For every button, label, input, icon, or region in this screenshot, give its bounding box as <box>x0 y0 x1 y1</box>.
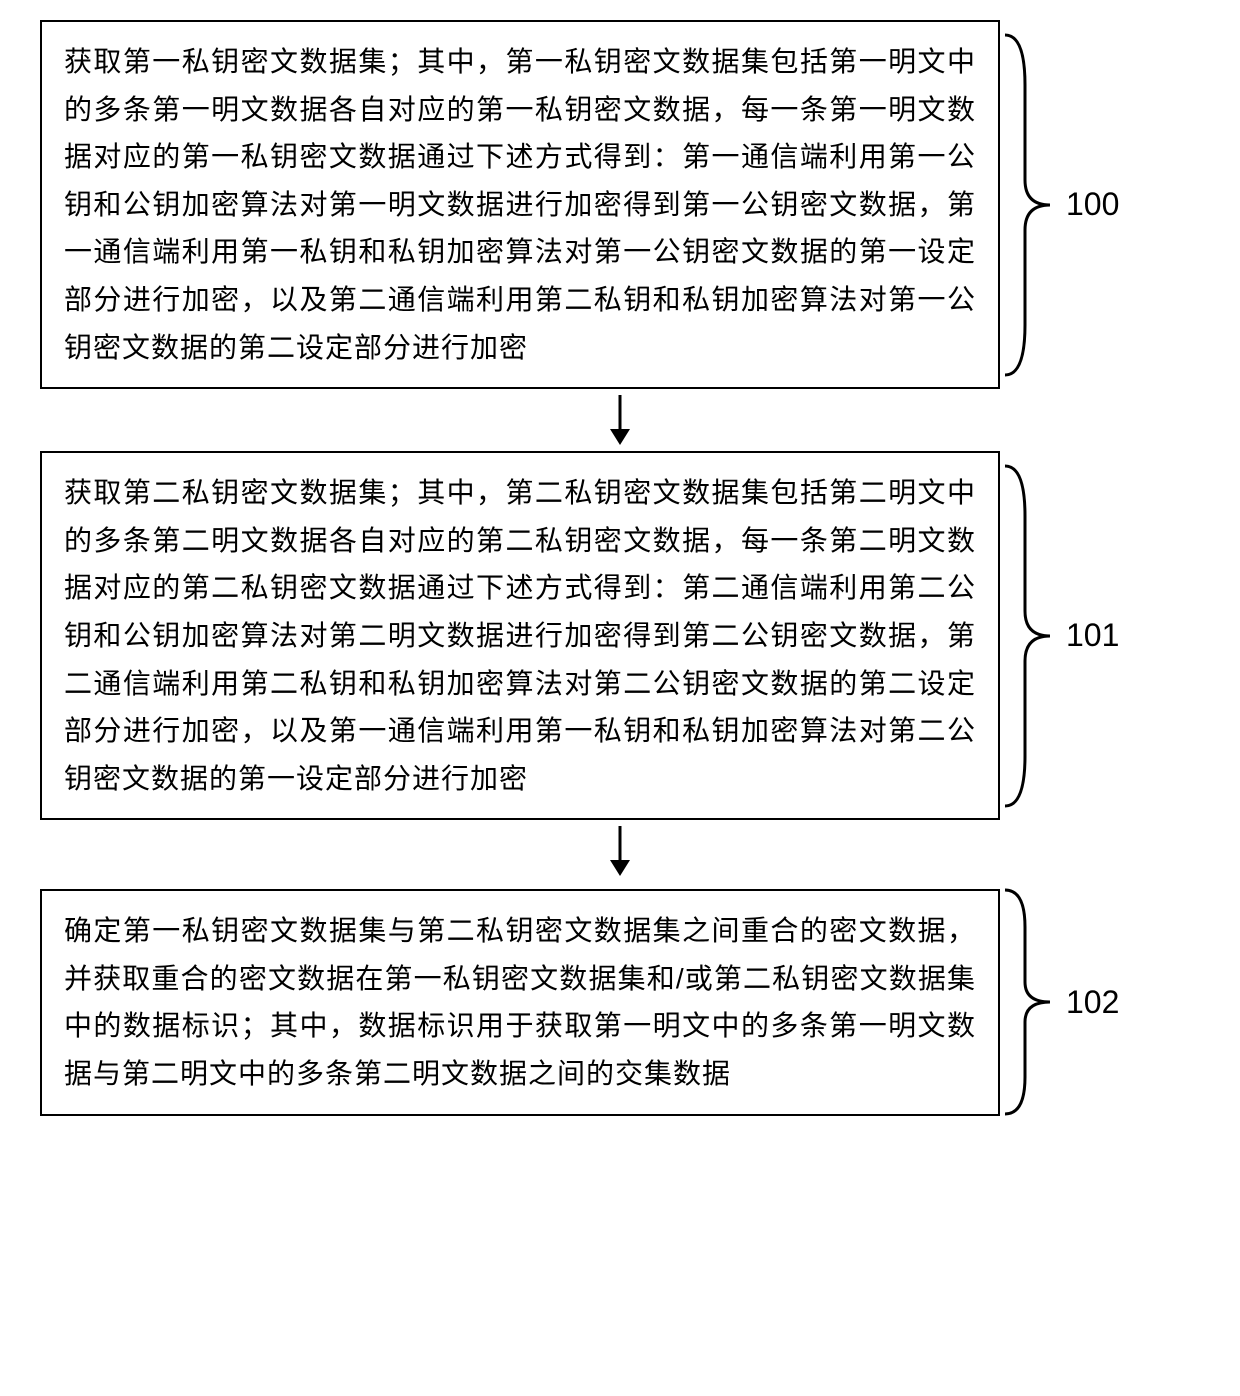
bracket-icon <box>1000 456 1060 816</box>
arrow <box>140 395 1100 445</box>
arrow-down-icon <box>600 826 640 876</box>
step-text: 获取第一私钥密文数据集；其中，第一私钥密文数据集包括第一明文中的多条第一明文数据… <box>64 46 976 363</box>
step-box: 获取第一私钥密文数据集；其中，第一私钥密文数据集包括第一明文中的多条第一明文数据… <box>40 20 1000 389</box>
step-id: 101 <box>1060 617 1119 654</box>
step-text: 获取第二私钥密文数据集；其中，第二私钥密文数据集包括第二明文中的多条第二明文数据… <box>64 477 976 794</box>
flowchart: 获取第一私钥密文数据集；其中，第一私钥密文数据集包括第一明文中的多条第一明文数据… <box>0 0 1240 1142</box>
flow-step-101: 获取第二私钥密文数据集；其中，第二私钥密文数据集包括第二明文中的多条第二明文数据… <box>40 451 1200 820</box>
arrow-down-icon <box>600 395 640 445</box>
step-id: 100 <box>1060 186 1119 223</box>
bracket-icon <box>1000 25 1060 385</box>
step-box: 获取第二私钥密文数据集；其中，第二私钥密文数据集包括第二明文中的多条第二明文数据… <box>40 451 1000 820</box>
step-label-wrap: 102 <box>1000 882 1119 1122</box>
step-box: 确定第一私钥密文数据集与第二私钥密文数据集之间重合的密文数据，并获取重合的密文数… <box>40 889 1000 1115</box>
arrow <box>140 826 1100 876</box>
step-text: 确定第一私钥密文数据集与第二私钥密文数据集之间重合的密文数据，并获取重合的密文数… <box>64 915 976 1089</box>
bracket-icon <box>1000 882 1060 1122</box>
step-id: 102 <box>1060 984 1119 1021</box>
step-label-wrap: 101 <box>1000 456 1119 816</box>
flow-step-100: 获取第一私钥密文数据集；其中，第一私钥密文数据集包括第一明文中的多条第一明文数据… <box>40 20 1200 389</box>
step-label-wrap: 100 <box>1000 25 1119 385</box>
flow-step-102: 确定第一私钥密文数据集与第二私钥密文数据集之间重合的密文数据，并获取重合的密文数… <box>40 882 1200 1122</box>
